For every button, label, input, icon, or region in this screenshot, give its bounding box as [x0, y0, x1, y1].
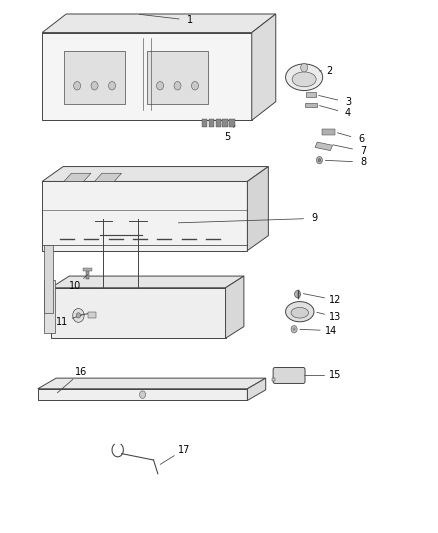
- Polygon shape: [38, 378, 266, 389]
- Polygon shape: [147, 51, 208, 104]
- Polygon shape: [272, 378, 275, 381]
- Text: 2: 2: [326, 66, 332, 76]
- Bar: [86, 269, 89, 279]
- Text: 1: 1: [187, 15, 193, 25]
- Text: 6: 6: [358, 134, 364, 144]
- Ellipse shape: [291, 308, 308, 318]
- Bar: [88, 312, 96, 318]
- Text: 3: 3: [345, 98, 351, 108]
- Polygon shape: [51, 288, 226, 338]
- Circle shape: [91, 82, 98, 90]
- Text: 7: 7: [360, 146, 366, 156]
- Text: 13: 13: [329, 312, 341, 322]
- Text: 11: 11: [56, 317, 68, 327]
- Circle shape: [318, 159, 321, 162]
- Circle shape: [316, 157, 322, 164]
- Polygon shape: [42, 14, 276, 33]
- Polygon shape: [247, 166, 268, 251]
- Bar: [230, 119, 235, 127]
- Polygon shape: [44, 280, 55, 333]
- Text: 10: 10: [69, 281, 81, 291]
- Bar: [83, 268, 92, 271]
- Text: 9: 9: [311, 213, 317, 223]
- Circle shape: [76, 313, 81, 318]
- Circle shape: [293, 328, 295, 331]
- Circle shape: [73, 309, 84, 322]
- Circle shape: [291, 326, 297, 333]
- Polygon shape: [44, 245, 53, 313]
- Circle shape: [140, 391, 146, 398]
- Polygon shape: [42, 166, 268, 181]
- Text: 8: 8: [360, 157, 366, 167]
- Ellipse shape: [286, 64, 323, 91]
- Text: 15: 15: [329, 370, 341, 381]
- Circle shape: [109, 82, 116, 90]
- Text: 17: 17: [177, 445, 190, 455]
- Polygon shape: [95, 173, 122, 181]
- Polygon shape: [64, 173, 91, 181]
- Circle shape: [191, 82, 198, 90]
- Text: 14: 14: [325, 326, 337, 336]
- Polygon shape: [42, 33, 252, 120]
- Bar: [321, 130, 335, 135]
- Polygon shape: [315, 142, 332, 151]
- Polygon shape: [252, 14, 276, 120]
- Polygon shape: [51, 276, 244, 288]
- Text: 4: 4: [345, 108, 351, 118]
- Bar: [201, 119, 207, 127]
- Polygon shape: [38, 389, 247, 400]
- Ellipse shape: [286, 302, 314, 322]
- FancyBboxPatch shape: [273, 368, 305, 383]
- Text: 16: 16: [75, 367, 88, 377]
- Bar: [306, 92, 316, 98]
- Bar: [208, 119, 214, 127]
- Ellipse shape: [292, 72, 316, 87]
- Text: 12: 12: [329, 295, 341, 305]
- Circle shape: [174, 82, 181, 90]
- Polygon shape: [247, 378, 266, 400]
- Bar: [223, 119, 228, 127]
- Circle shape: [294, 290, 300, 298]
- Polygon shape: [42, 181, 247, 251]
- Circle shape: [300, 63, 307, 72]
- Text: 5: 5: [224, 133, 230, 142]
- Polygon shape: [226, 276, 244, 338]
- Bar: [305, 103, 317, 107]
- Polygon shape: [64, 51, 125, 104]
- Bar: [215, 119, 221, 127]
- Circle shape: [156, 82, 163, 90]
- Circle shape: [74, 82, 81, 90]
